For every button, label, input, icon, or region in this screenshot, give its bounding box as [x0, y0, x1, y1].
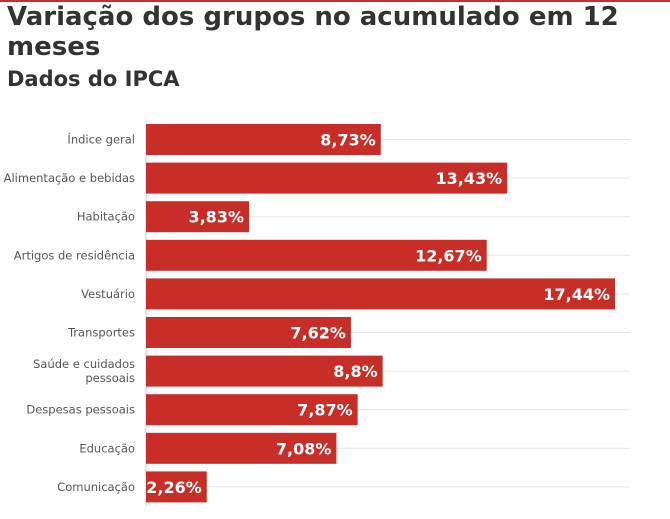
value-label: 7,62% [290, 324, 346, 343]
category-label: Habitação [77, 210, 135, 224]
bar [146, 239, 487, 271]
value-label: 17,44% [543, 285, 610, 304]
value-label: 3,83% [188, 208, 244, 227]
bar [146, 317, 351, 348]
bar [146, 201, 249, 233]
value-label: 8,73% [320, 131, 376, 150]
value-label: 7,87% [297, 401, 353, 420]
bar [146, 162, 508, 194]
top-accent-rule [0, 0, 670, 2]
bar [146, 394, 358, 426]
category-label: Alimentação e bebidas [4, 171, 135, 185]
bar [146, 471, 207, 503]
value-label: 13,43% [436, 169, 503, 188]
category-label: Comunicação [57, 480, 135, 494]
category-label: Vestuário [81, 287, 135, 301]
bar [146, 124, 381, 155]
chart-title: Variação dos grupos no acumulado em 12 m… [7, 2, 619, 62]
chart-subtitle: Dados do IPCA [7, 67, 180, 91]
bar [146, 278, 615, 310]
category-label: Transportes [67, 326, 135, 340]
bar [146, 355, 383, 387]
category-label: Despesas pessoais [26, 403, 135, 417]
value-label: 12,67% [415, 246, 482, 265]
category-label: Artigos de residência [14, 248, 135, 262]
bar [146, 432, 337, 464]
category-label: Educação [79, 441, 135, 455]
category-label: Índice geral [67, 132, 135, 147]
value-label: 8,8% [333, 362, 377, 381]
value-label: 7,08% [276, 439, 332, 458]
category-label: Saúde e cuidados pessoais [33, 357, 135, 385]
value-label: 2,26% [146, 478, 202, 497]
